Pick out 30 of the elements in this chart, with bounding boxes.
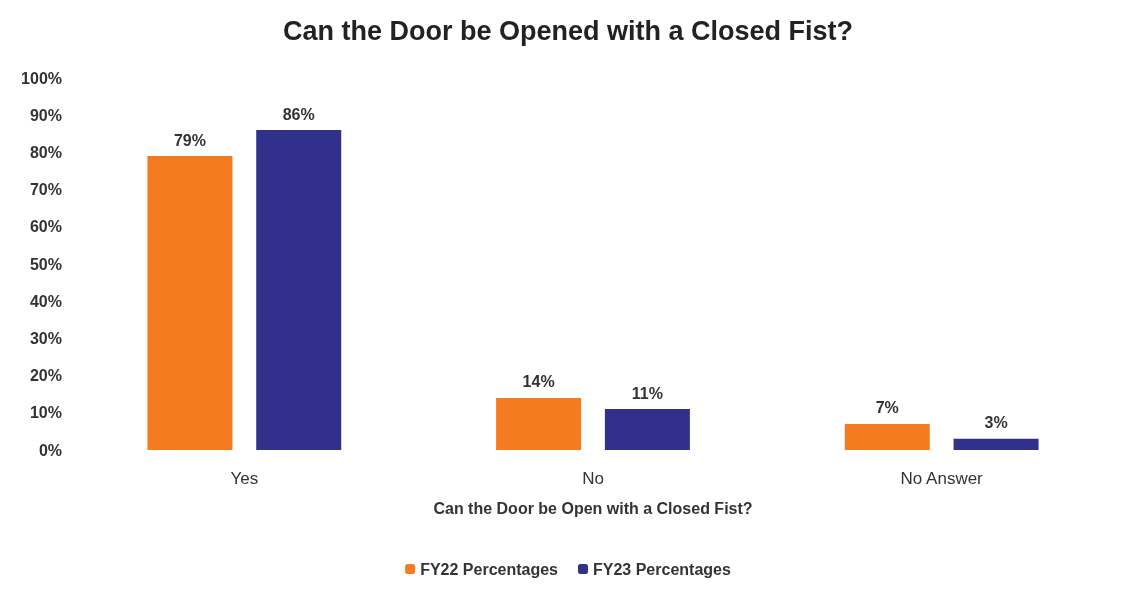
y-tick-label: 100% [21,69,62,87]
data-label: 79% [173,131,206,149]
x-axis-title: Can the Door be Open with a Closed Fist? [433,499,753,517]
bar [604,409,690,450]
y-tick-label: 20% [29,367,62,385]
data-label: 14% [522,373,555,391]
data-label: 11% [631,384,663,402]
y-tick-label: 10% [29,404,62,422]
y-tick-label: 30% [29,329,62,347]
bar [844,423,930,450]
y-tick-label: 60% [29,218,62,236]
data-label: 86% [282,105,315,123]
y-tick-label: 90% [29,106,62,124]
bar [496,397,582,450]
legend-label: FY22 Percentages [420,560,559,578]
data-label: 3% [984,414,1008,432]
x-tick-label: Yes [230,469,259,488]
bar [256,130,342,450]
y-tick-label: 50% [29,255,62,273]
y-tick-label: 0% [38,441,62,459]
y-tick-label: 80% [29,143,62,161]
chart-title: Can the Door be Opened with a Closed Fist? [282,15,854,46]
y-tick-label: 70% [29,181,62,199]
y-tick-label: 40% [29,292,62,310]
legend-label: FY23 Percentages [593,560,731,578]
bar [147,156,233,450]
data-label: 7% [875,399,899,417]
x-tick-label: No [582,469,604,488]
bar [953,438,1039,450]
x-tick-label: No Answer [900,469,984,488]
